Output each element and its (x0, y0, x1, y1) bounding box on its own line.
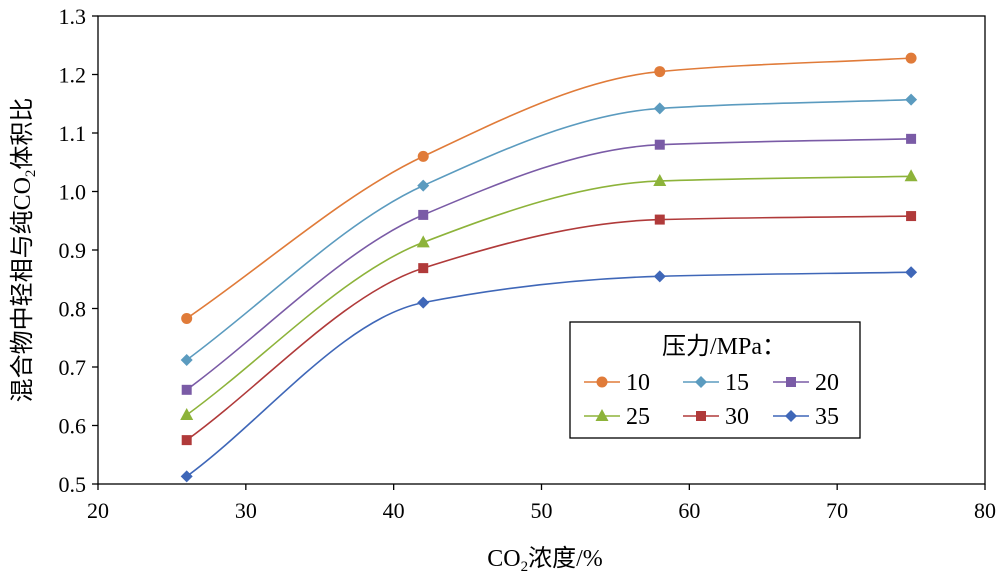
x-tick-label: 70 (826, 498, 848, 523)
legend-marker-15 (695, 376, 707, 388)
y-axis-title: 混合物中轻相与纯CO2体积比 (9, 98, 39, 403)
data-point-25-58 (653, 173, 667, 186)
y-tick-label: 1.2 (59, 63, 87, 88)
legend-item-35: 35 (773, 404, 839, 430)
data-point-15-42 (417, 179, 430, 192)
series-15 (180, 93, 918, 366)
data-point-25-26 (180, 407, 194, 420)
data-point-20-26 (181, 384, 192, 395)
y-tick-label: 1.1 (59, 121, 87, 146)
series-30 (181, 211, 917, 446)
x-tick-label: 60 (678, 498, 700, 523)
legend-item-25: 25 (584, 404, 650, 430)
legend-item-10: 10 (584, 370, 650, 396)
y-tick-label: 0.6 (59, 414, 87, 439)
series-20 (181, 133, 917, 395)
y-tick-label: 1.3 (59, 4, 87, 29)
x-tick-label: 40 (383, 498, 405, 523)
data-point-30-58 (654, 214, 665, 225)
data-point-30-26 (181, 435, 192, 446)
legend-label-15: 15 (725, 370, 749, 396)
data-point-35-58 (653, 270, 666, 283)
data-point-30-75 (906, 211, 917, 222)
data-point-15-58 (653, 102, 666, 115)
x-tick-label: 30 (235, 498, 257, 523)
legend-marker-30 (696, 411, 706, 421)
legend-label-30: 30 (725, 404, 749, 430)
data-point-25-75 (904, 169, 918, 182)
series-line-25 (186, 175, 912, 416)
data-point-10-42 (417, 150, 429, 162)
series-10 (181, 52, 917, 324)
series-line-10 (186, 57, 912, 320)
data-point-35-42 (417, 296, 430, 309)
data-point-35-26 (180, 470, 193, 483)
y-tick-label: 0.9 (59, 238, 87, 263)
data-point-30-42 (418, 263, 429, 274)
legend-marker-20 (786, 377, 796, 387)
legend-item-20: 20 (773, 370, 839, 396)
series-25 (180, 169, 918, 420)
data-point-25-42 (416, 235, 430, 248)
y-tick-label: 0.5 (59, 472, 87, 497)
series-line-30 (186, 215, 912, 441)
legend-label-25: 25 (626, 404, 650, 430)
legend-item-15: 15 (683, 370, 749, 396)
data-point-20-75 (906, 133, 917, 144)
series-line-35 (186, 271, 912, 478)
data-point-35-75 (905, 266, 918, 279)
data-point-20-58 (654, 139, 665, 150)
series-35 (180, 266, 918, 483)
x-tick-label: 80 (974, 498, 996, 523)
x-tick-label: 20 (87, 498, 109, 523)
legend-label-10: 10 (626, 370, 650, 396)
y-tick-label: 1.0 (59, 180, 87, 205)
data-point-10-75 (905, 52, 917, 64)
data-point-10-58 (654, 66, 666, 78)
legend-item-30: 30 (683, 404, 749, 430)
legend-label-20: 20 (815, 370, 839, 396)
x-tick-label: 50 (531, 498, 553, 523)
y-tick-label: 0.7 (59, 355, 87, 380)
data-point-10-26 (181, 312, 193, 324)
series-line-20 (186, 138, 912, 391)
y-tick-label: 0.8 (59, 297, 87, 322)
data-point-20-42 (418, 209, 429, 220)
legend-label-35: 35 (815, 404, 839, 430)
x-axis-title: CO2浓度/% (487, 545, 603, 575)
data-point-15-26 (180, 353, 193, 366)
series-line-15 (186, 98, 912, 361)
legend-marker-10 (596, 376, 608, 388)
legend-title: 压力/MPa： (662, 333, 786, 360)
legend-marker-35 (785, 410, 797, 422)
data-point-15-75 (905, 93, 918, 106)
legend-marker-25 (595, 409, 609, 421)
legend-box (569, 321, 861, 439)
